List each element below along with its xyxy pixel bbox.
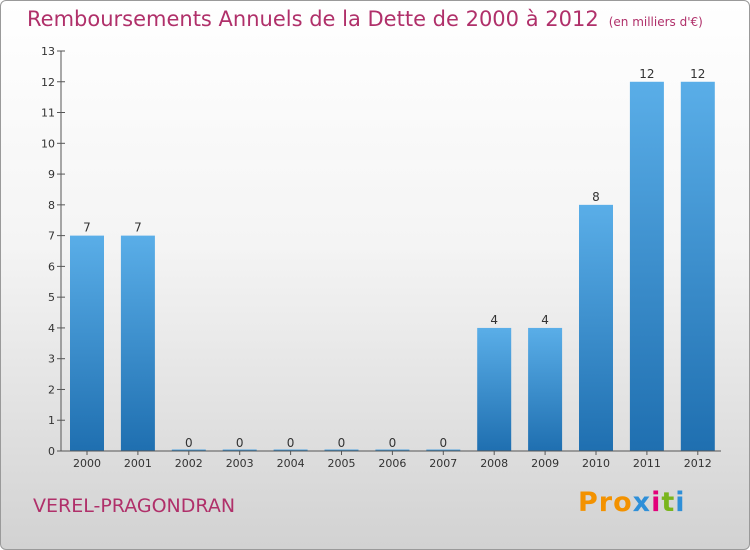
logo-part: i bbox=[675, 487, 686, 518]
y-tick-label: 1 bbox=[48, 414, 55, 427]
data-label: 0 bbox=[439, 436, 447, 450]
chart-unit: (en milliers d'€) bbox=[608, 15, 703, 29]
data-label: 12 bbox=[690, 67, 705, 81]
y-tick-label: 8 bbox=[48, 199, 55, 212]
x-tick-label: 2010 bbox=[582, 457, 610, 470]
y-tick-label: 2 bbox=[48, 383, 55, 396]
bar bbox=[273, 449, 308, 451]
chart-title: Remboursements Annuels de la Dette de 20… bbox=[27, 7, 703, 31]
bar bbox=[528, 327, 563, 451]
y-tick-label: 5 bbox=[48, 291, 55, 304]
bar bbox=[70, 235, 104, 451]
bar bbox=[477, 327, 512, 451]
x-axis-ticks: 2000 2001 2002 2003 2004 2005 2006 2007 2008 2009… bbox=[73, 451, 712, 470]
y-tick-label: 7 bbox=[48, 230, 55, 243]
x-tick-label: 2009 bbox=[531, 457, 559, 470]
x-tick-label: 2012 bbox=[684, 457, 712, 470]
bars bbox=[70, 81, 715, 452]
bar bbox=[680, 81, 715, 452]
y-tick-label: 13 bbox=[41, 45, 55, 58]
x-tick-label: 2004 bbox=[277, 457, 305, 470]
data-label: 0 bbox=[389, 436, 397, 450]
bar bbox=[324, 449, 359, 451]
data-label: 0 bbox=[185, 436, 193, 450]
data-label: 7 bbox=[83, 221, 91, 235]
bar bbox=[171, 449, 206, 451]
data-label: 0 bbox=[287, 436, 295, 450]
y-tick-label: 0 bbox=[48, 445, 55, 458]
x-tick-label: 2007 bbox=[429, 457, 457, 470]
data-label: 7 bbox=[134, 221, 142, 235]
x-tick-label: 2011 bbox=[633, 457, 661, 470]
logo-part: t bbox=[661, 487, 676, 518]
data-label: 12 bbox=[639, 67, 654, 81]
y-tick-label: 12 bbox=[41, 76, 55, 89]
data-label: 4 bbox=[490, 313, 498, 327]
chart-title-text: Remboursements Annuels de la Dette de 20… bbox=[27, 7, 599, 31]
data-label: 0 bbox=[236, 436, 244, 450]
proxiti-logo: Proxiti bbox=[578, 487, 686, 518]
bar bbox=[222, 449, 257, 451]
commune-name: VEREL-PRAGONDRAN bbox=[33, 495, 236, 517]
y-tick-label: 3 bbox=[48, 353, 55, 366]
bar bbox=[375, 449, 410, 451]
y-tick-label: 9 bbox=[48, 168, 55, 181]
y-tick-label: 6 bbox=[48, 260, 55, 273]
data-label: 4 bbox=[541, 313, 549, 327]
data-labels: 7 7 0 0 0 0 0 0 4 4 8 12 12 bbox=[83, 67, 705, 450]
bar bbox=[120, 235, 155, 451]
y-tick-label: 11 bbox=[41, 107, 55, 120]
x-tick-label: 2001 bbox=[124, 457, 152, 470]
x-tick-label: 2008 bbox=[480, 457, 508, 470]
bar bbox=[629, 81, 664, 452]
logo-part: i bbox=[651, 487, 662, 518]
x-tick-label: 2000 bbox=[73, 457, 101, 470]
x-tick-label: 2003 bbox=[226, 457, 254, 470]
y-tick-label: 4 bbox=[48, 322, 55, 335]
y-tick-label: 10 bbox=[41, 137, 55, 150]
bar bbox=[579, 204, 613, 451]
logo-part: x bbox=[632, 487, 652, 518]
x-tick-label: 2006 bbox=[378, 457, 406, 470]
bar bbox=[426, 449, 461, 451]
data-label: 8 bbox=[592, 190, 600, 204]
data-label: 0 bbox=[338, 436, 346, 450]
logo-part: Pro bbox=[578, 487, 633, 518]
x-tick-label: 2002 bbox=[175, 457, 203, 470]
x-tick-label: 2005 bbox=[328, 457, 356, 470]
